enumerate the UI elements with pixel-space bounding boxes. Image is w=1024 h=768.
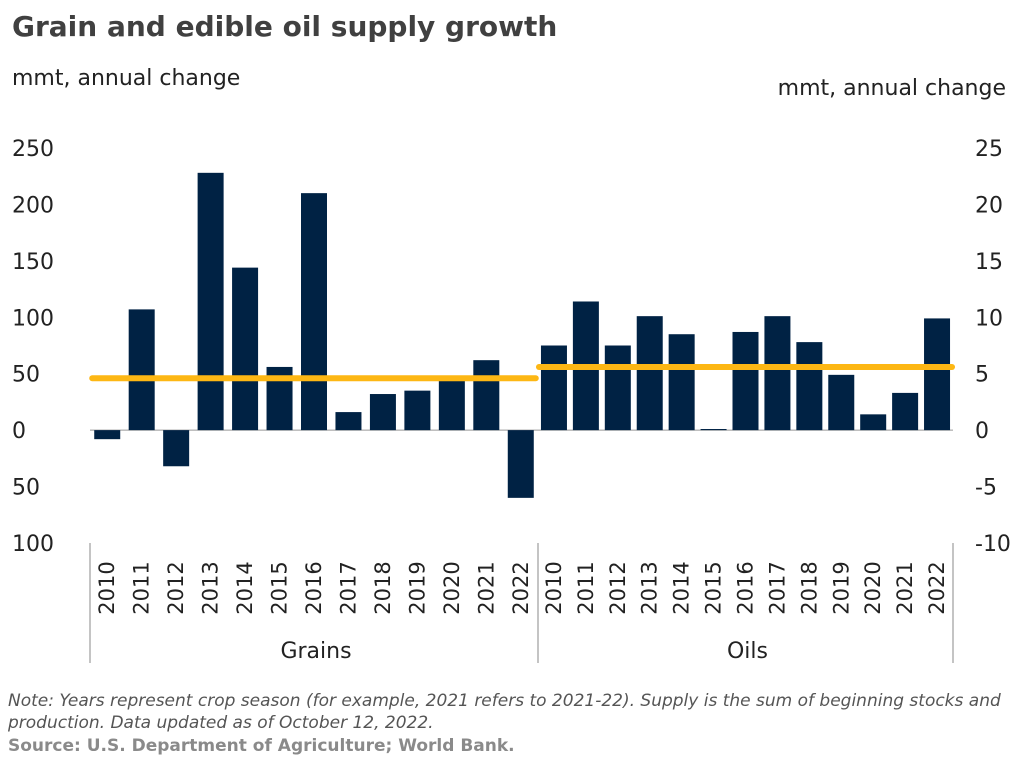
bar-oils-2010 [540,345,567,431]
x-axis-tick-label: 2010 [95,561,119,614]
bar-grains-2019 [404,390,431,431]
bar-grains-2014 [232,267,259,431]
x-axis-tick-label: 2013 [199,561,223,614]
left-axis-tick-label: 50 [12,476,40,501]
right-axis-tick-label: 25 [975,137,1003,162]
left-axis-tick-label: 150 [12,250,54,275]
bar-oils-2016 [732,331,759,431]
x-axis-tick-label: 2019 [405,561,429,614]
x-axis-tick-label: 2015 [268,561,292,614]
x-axis-tick-label: 2021 [474,561,498,614]
x-axis-tick-label: 2016 [302,561,326,614]
x-axis-tick-label: 2012 [606,561,630,614]
x-axis-tick-label: 2021 [893,561,917,614]
bar-grains-2021 [473,360,500,431]
right-axis-tick-label: 5 [975,363,989,388]
bar-grains-2010 [94,430,121,440]
x-axis-tick-label: 2014 [670,561,694,614]
x-axis-tick-label: 2011 [130,561,154,614]
right-axis-tick-label: -10 [975,532,1011,557]
x-axis-tick-label: 2010 [542,561,566,614]
bar-oils-2017 [764,316,791,431]
x-axis-tick-label: 2019 [829,561,853,614]
bar-oils-2012 [604,345,631,431]
right-axis-unit-label: mmt, annual change [777,76,1006,101]
right-axis-tick-label: 0 [975,419,989,444]
bar-oils-2019 [828,374,855,431]
left-axis-tick-label: 0 [12,419,26,444]
bar-oils-2018 [796,342,823,431]
bar-oils-2020 [860,414,887,431]
bar-oils-2014 [668,334,695,431]
x-axis-tick-label: 2017 [336,561,360,614]
left-axis-tick-label: 250 [12,137,54,162]
bar-grains-2012 [163,430,190,467]
x-axis-tick-label: 2018 [797,561,821,614]
x-axis-tick-label: 2022 [509,561,533,614]
x-axis-tick-label: 2013 [638,561,662,614]
x-axis-tick-label: 2022 [925,561,949,614]
bar-grains-2022 [507,430,534,498]
bar-grains-2020 [438,378,465,431]
x-axis-tick-label: 2018 [371,561,395,614]
right-axis-tick-label: 15 [975,250,1003,275]
chart-source: Source: U.S. Department of Agriculture; … [8,736,515,756]
bar-grains-2017 [335,412,362,431]
x-axis-tick-label: 2015 [702,561,726,614]
right-axis-tick-label: 10 [975,306,1003,331]
bar-oils-2015 [700,429,727,431]
right-axis-tick-label: -5 [975,476,997,501]
bar-grains-2016 [301,193,327,431]
left-axis-tick-label: 200 [12,193,54,218]
bar-grains-2011 [128,309,155,431]
bar-oils-2021 [892,392,919,431]
chart-note: Note: Years represent crop season (for e… [8,691,1001,733]
x-axis-tick-label: 2012 [164,561,188,614]
left-axis-tick-label: 100 [12,306,54,331]
chart-title: Grain and edible oil supply growth [12,10,558,43]
right-axis-tick-label: 20 [975,193,1003,218]
x-axis-tick-label: 2016 [734,561,758,614]
x-axis-tick-label: 2011 [574,561,598,614]
x-axis-tick-label: 2017 [765,561,789,614]
x-axis-tick-label: 2020 [440,561,464,614]
x-axis-tick-label: 2014 [233,561,257,614]
x-axis-tick-label: 2020 [861,561,885,614]
left-axis-tick-label: 50 [12,363,40,388]
bar-grains-2013 [197,172,224,431]
bar-oils-2013 [636,316,663,431]
group-label-oils: Oils [727,639,768,664]
bar-oils-2022 [924,318,951,431]
bar-grains-2018 [369,394,396,431]
left-axis-unit-label: mmt, annual change [12,66,241,91]
group-label-grains: Grains [280,639,351,664]
left-axis-tick-label: 100 [12,532,54,557]
